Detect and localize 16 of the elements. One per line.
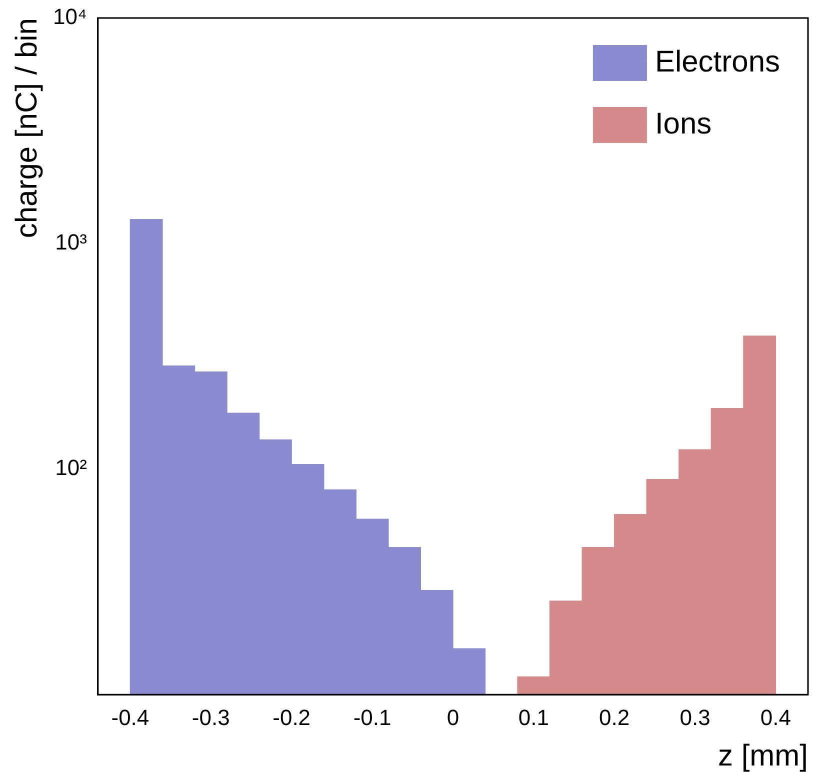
x-tick-label: -0.3 bbox=[192, 704, 230, 730]
legend-label: Electrons bbox=[654, 45, 780, 78]
y-tick-label: 10⁴ bbox=[52, 4, 87, 30]
x-tick-label: -0.1 bbox=[353, 704, 392, 730]
y-axis-title: charge [nC] / bin bbox=[10, 18, 44, 238]
x-tick-label: 0.3 bbox=[680, 704, 710, 730]
y-tick-label: 10³ bbox=[55, 230, 87, 255]
x-axis-title: z [mm] bbox=[718, 739, 808, 772]
x-tick-label: 0.1 bbox=[518, 704, 549, 730]
x-tick-label: 0.4 bbox=[760, 704, 792, 730]
legend-label: Ions bbox=[654, 107, 712, 140]
x-tick-label: -0.4 bbox=[111, 704, 150, 730]
y-tick-label: 10² bbox=[55, 455, 87, 480]
x-tick-label: -0.2 bbox=[272, 704, 311, 730]
x-tick-label: 0.2 bbox=[599, 704, 630, 730]
x-tick-label: 0 bbox=[446, 704, 460, 730]
